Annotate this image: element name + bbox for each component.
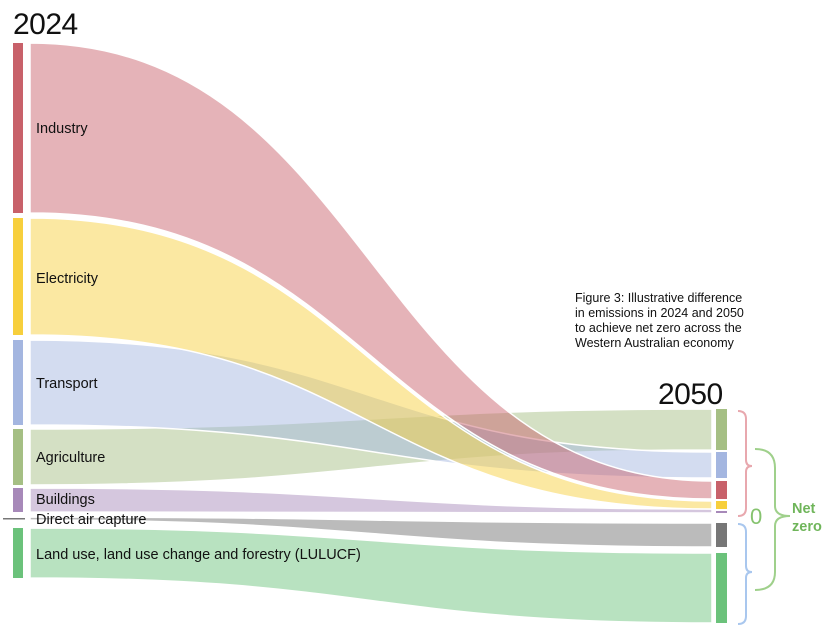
category-labels: Industry Electricity Transport Agricultu…	[36, 121, 361, 563]
caption-line-1: Figure 3: Illustrative difference	[575, 291, 742, 305]
net-zero-bracket	[754, 448, 791, 591]
zero-label: zero	[792, 519, 822, 535]
agriculture-2050-node	[716, 409, 727, 450]
transport-2050-node	[716, 452, 727, 478]
dac-2050-node	[716, 523, 727, 547]
buildings-2050-node	[716, 511, 727, 513]
balance-zero-value: 0	[750, 504, 762, 529]
electricity-flow	[29, 217, 713, 510]
lulucf-2024-node	[13, 528, 23, 578]
flow-nodes	[3, 43, 727, 623]
industry-label: Industry	[36, 121, 88, 137]
electricity-label: Electricity	[36, 271, 99, 287]
negative-emissions-bracket	[737, 523, 753, 625]
lulucf-label: Land use, land use change and forestry (…	[36, 547, 361, 563]
balance-brackets: 0 Net zero	[737, 410, 822, 625]
year-2024-label: 2024	[13, 8, 78, 41]
caption-line-3: to achieve net zero across the	[575, 321, 742, 335]
lulucf-flow	[29, 527, 713, 624]
transport-label: Transport	[36, 376, 98, 392]
positive-emissions-bracket	[737, 410, 753, 517]
agriculture-label: Agriculture	[36, 450, 105, 466]
agriculture-2024-node	[13, 429, 23, 485]
net-label: Net	[792, 501, 816, 517]
dac-flow	[29, 516, 713, 548]
dac-2024-node	[3, 518, 25, 520]
direct-air-capture-label: Direct air capture	[36, 512, 146, 528]
industry-2024-node	[13, 43, 23, 213]
flow-links	[29, 42, 713, 624]
lulucf-2050-node	[716, 553, 727, 623]
buildings-label: Buildings	[36, 492, 95, 508]
agriculture-flow	[29, 408, 713, 486]
buildings-2024-node	[13, 488, 23, 512]
caption-line-2: in emissions in 2024 and 2050	[575, 306, 744, 320]
industry-flow	[29, 42, 713, 500]
figure-caption: Figure 3: Illustrative difference in emi…	[575, 291, 744, 350]
year-2050-label: 2050	[658, 378, 723, 411]
electricity-2024-node	[13, 218, 23, 335]
electricity-2050-node	[716, 501, 727, 509]
transport-2024-node	[13, 340, 23, 425]
caption-line-4: Western Australian economy	[575, 336, 735, 350]
industry-2050-node	[716, 481, 727, 499]
buildings-flow	[29, 487, 713, 514]
transport-flow	[29, 339, 713, 479]
